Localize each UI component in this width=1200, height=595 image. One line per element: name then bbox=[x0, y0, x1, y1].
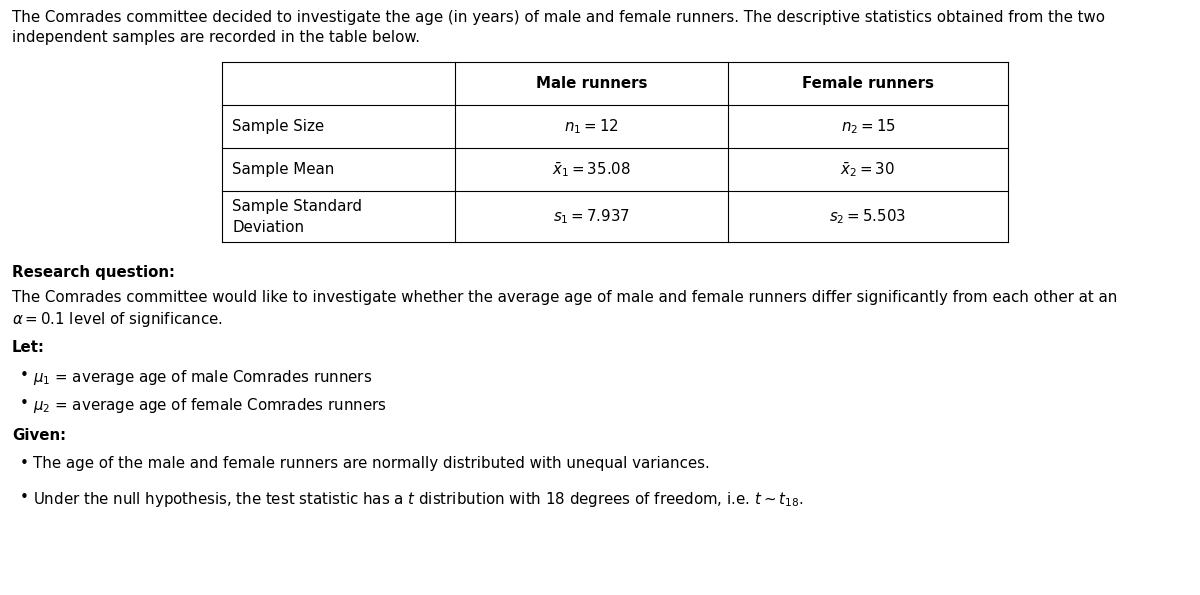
Text: $\mu_1$ = average age of male Comrades runners: $\mu_1$ = average age of male Comrades r… bbox=[34, 368, 372, 387]
Text: $n_2 = 15$: $n_2 = 15$ bbox=[841, 117, 895, 136]
Text: $\alpha = 0.1$ level of significance.: $\alpha = 0.1$ level of significance. bbox=[12, 310, 223, 329]
Text: Female runners: Female runners bbox=[802, 76, 934, 91]
Text: $\mu_2$ = average age of female Comrades runners: $\mu_2$ = average age of female Comrades… bbox=[34, 396, 386, 415]
Text: $\bar{x}_2 = 30$: $\bar{x}_2 = 30$ bbox=[840, 160, 895, 179]
Text: Sample Size: Sample Size bbox=[232, 119, 324, 134]
Text: •: • bbox=[20, 490, 29, 505]
Text: The Comrades committee decided to investigate the age (in years) of male and fem: The Comrades committee decided to invest… bbox=[12, 10, 1105, 25]
Text: $n_1 = 12$: $n_1 = 12$ bbox=[564, 117, 619, 136]
Text: The age of the male and female runners are normally distributed with unequal var: The age of the male and female runners a… bbox=[34, 456, 709, 471]
Text: •: • bbox=[20, 396, 29, 411]
Text: $s_2 = 5.503$: $s_2 = 5.503$ bbox=[829, 207, 906, 226]
Text: Research question:: Research question: bbox=[12, 265, 175, 280]
Text: Sample Standard
Deviation: Sample Standard Deviation bbox=[232, 199, 362, 234]
Text: Let:: Let: bbox=[12, 340, 44, 355]
Text: Given:: Given: bbox=[12, 428, 66, 443]
Text: $s_1 = 7.937$: $s_1 = 7.937$ bbox=[553, 207, 630, 226]
Text: Male runners: Male runners bbox=[535, 76, 647, 91]
Text: $\bar{x}_1 = 35.08$: $\bar{x}_1 = 35.08$ bbox=[552, 160, 631, 179]
Text: independent samples are recorded in the table below.: independent samples are recorded in the … bbox=[12, 30, 420, 45]
Text: The Comrades committee would like to investigate whether the average age of male: The Comrades committee would like to inv… bbox=[12, 290, 1117, 305]
Text: •: • bbox=[20, 456, 29, 471]
Text: Sample Mean: Sample Mean bbox=[232, 162, 335, 177]
Text: Under the null hypothesis, the test statistic has a $t$ distribution with 18 deg: Under the null hypothesis, the test stat… bbox=[34, 490, 803, 509]
Text: •: • bbox=[20, 368, 29, 383]
